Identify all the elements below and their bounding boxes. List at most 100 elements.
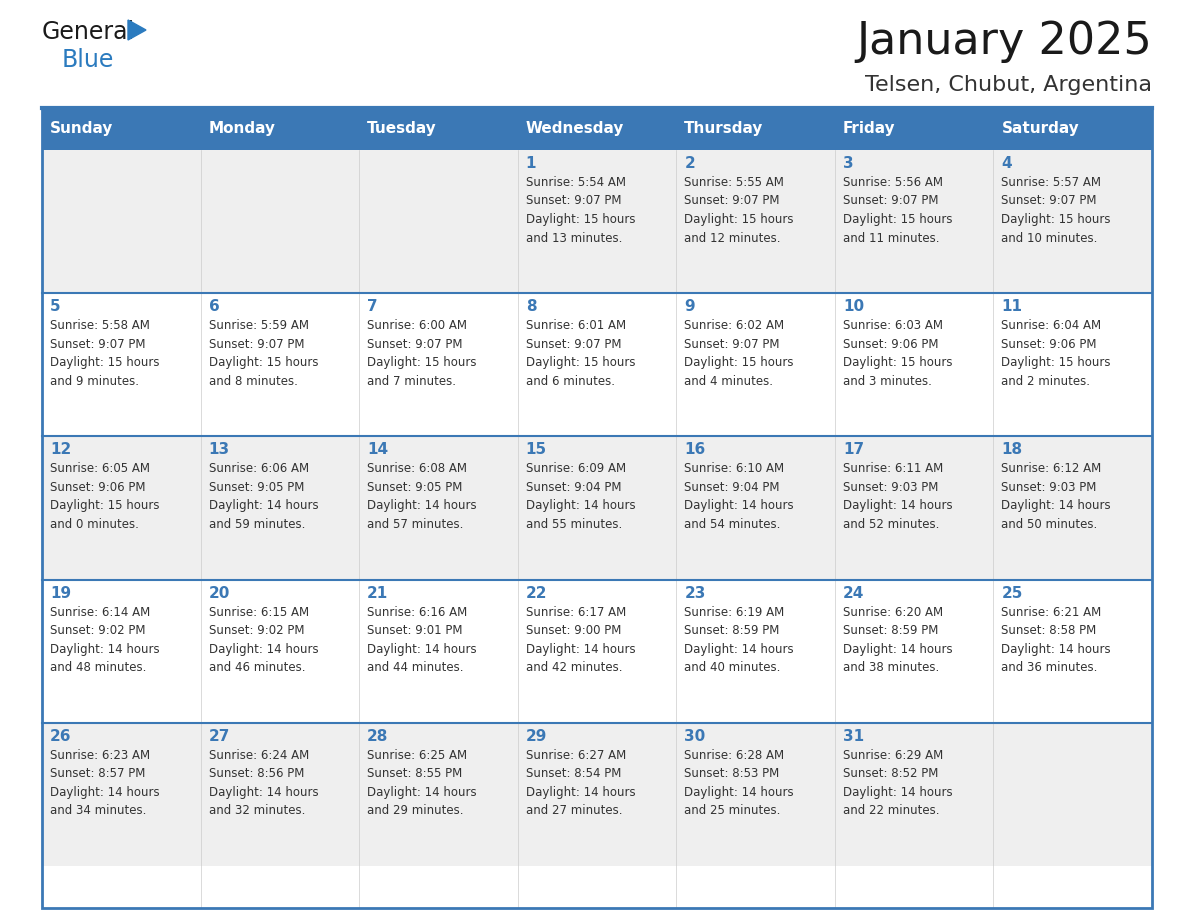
Text: Sunrise: 5:58 AM
Sunset: 9:07 PM
Daylight: 15 hours
and 9 minutes.: Sunrise: 5:58 AM Sunset: 9:07 PM Dayligh… <box>50 319 159 387</box>
Bar <box>835 150 993 293</box>
Text: Telsen, Chubut, Argentina: Telsen, Chubut, Argentina <box>865 75 1152 95</box>
Bar <box>201 150 359 293</box>
Text: 7: 7 <box>367 299 378 314</box>
Text: Sunrise: 6:06 AM
Sunset: 9:05 PM
Daylight: 14 hours
and 59 minutes.: Sunrise: 6:06 AM Sunset: 9:05 PM Dayligh… <box>209 463 318 531</box>
Bar <box>42 722 201 866</box>
Bar <box>359 150 518 293</box>
Bar <box>676 108 835 150</box>
Text: 16: 16 <box>684 442 706 457</box>
Bar <box>676 150 835 293</box>
Bar <box>835 436 993 579</box>
Bar <box>835 722 993 866</box>
Text: 8: 8 <box>526 299 536 314</box>
Text: Sunrise: 6:11 AM
Sunset: 9:03 PM
Daylight: 14 hours
and 52 minutes.: Sunrise: 6:11 AM Sunset: 9:03 PM Dayligh… <box>842 463 953 531</box>
Text: 13: 13 <box>209 442 229 457</box>
Text: 22: 22 <box>526 586 548 600</box>
Text: Sunrise: 6:27 AM
Sunset: 8:54 PM
Daylight: 14 hours
and 27 minutes.: Sunrise: 6:27 AM Sunset: 8:54 PM Dayligh… <box>526 749 636 817</box>
Text: 4: 4 <box>1001 156 1012 171</box>
Text: 10: 10 <box>842 299 864 314</box>
Text: Monday: Monday <box>209 121 276 137</box>
Text: Sunrise: 6:19 AM
Sunset: 8:59 PM
Daylight: 14 hours
and 40 minutes.: Sunrise: 6:19 AM Sunset: 8:59 PM Dayligh… <box>684 606 794 674</box>
Text: Tuesday: Tuesday <box>367 121 437 137</box>
Text: Sunrise: 6:17 AM
Sunset: 9:00 PM
Daylight: 14 hours
and 42 minutes.: Sunrise: 6:17 AM Sunset: 9:00 PM Dayligh… <box>526 606 636 674</box>
Text: Sunrise: 6:01 AM
Sunset: 9:07 PM
Daylight: 15 hours
and 6 minutes.: Sunrise: 6:01 AM Sunset: 9:07 PM Dayligh… <box>526 319 636 387</box>
Text: 14: 14 <box>367 442 388 457</box>
Bar <box>518 293 676 436</box>
Text: Sunrise: 6:14 AM
Sunset: 9:02 PM
Daylight: 14 hours
and 48 minutes.: Sunrise: 6:14 AM Sunset: 9:02 PM Dayligh… <box>50 606 159 674</box>
Text: 24: 24 <box>842 586 864 600</box>
Text: Blue: Blue <box>62 48 114 72</box>
Text: Sunrise: 6:15 AM
Sunset: 9:02 PM
Daylight: 14 hours
and 46 minutes.: Sunrise: 6:15 AM Sunset: 9:02 PM Dayligh… <box>209 606 318 674</box>
Text: 18: 18 <box>1001 442 1023 457</box>
Polygon shape <box>128 20 146 40</box>
Bar <box>518 579 676 722</box>
Bar <box>993 293 1152 436</box>
Text: Sunrise: 6:28 AM
Sunset: 8:53 PM
Daylight: 14 hours
and 25 minutes.: Sunrise: 6:28 AM Sunset: 8:53 PM Dayligh… <box>684 749 794 817</box>
Text: 11: 11 <box>1001 299 1023 314</box>
Text: 31: 31 <box>842 729 864 744</box>
Text: Sunrise: 6:24 AM
Sunset: 8:56 PM
Daylight: 14 hours
and 32 minutes.: Sunrise: 6:24 AM Sunset: 8:56 PM Dayligh… <box>209 749 318 817</box>
Bar <box>42 108 201 150</box>
Bar <box>676 436 835 579</box>
Text: Sunday: Sunday <box>50 121 113 137</box>
Text: 21: 21 <box>367 586 388 600</box>
Text: Sunrise: 6:04 AM
Sunset: 9:06 PM
Daylight: 15 hours
and 2 minutes.: Sunrise: 6:04 AM Sunset: 9:06 PM Dayligh… <box>1001 319 1111 387</box>
Bar <box>359 293 518 436</box>
Text: Sunrise: 6:20 AM
Sunset: 8:59 PM
Daylight: 14 hours
and 38 minutes.: Sunrise: 6:20 AM Sunset: 8:59 PM Dayligh… <box>842 606 953 674</box>
Text: 20: 20 <box>209 586 230 600</box>
Bar <box>201 436 359 579</box>
Bar <box>518 108 676 150</box>
Text: General: General <box>42 20 135 44</box>
Text: Saturday: Saturday <box>1001 121 1079 137</box>
Text: Sunrise: 5:55 AM
Sunset: 9:07 PM
Daylight: 15 hours
and 12 minutes.: Sunrise: 5:55 AM Sunset: 9:07 PM Dayligh… <box>684 176 794 244</box>
Text: Sunrise: 6:03 AM
Sunset: 9:06 PM
Daylight: 15 hours
and 3 minutes.: Sunrise: 6:03 AM Sunset: 9:06 PM Dayligh… <box>842 319 953 387</box>
Text: Sunrise: 6:05 AM
Sunset: 9:06 PM
Daylight: 15 hours
and 0 minutes.: Sunrise: 6:05 AM Sunset: 9:06 PM Dayligh… <box>50 463 159 531</box>
Text: Sunrise: 6:08 AM
Sunset: 9:05 PM
Daylight: 14 hours
and 57 minutes.: Sunrise: 6:08 AM Sunset: 9:05 PM Dayligh… <box>367 463 476 531</box>
Text: Sunrise: 6:25 AM
Sunset: 8:55 PM
Daylight: 14 hours
and 29 minutes.: Sunrise: 6:25 AM Sunset: 8:55 PM Dayligh… <box>367 749 476 817</box>
Bar <box>676 722 835 866</box>
Text: 2: 2 <box>684 156 695 171</box>
Text: Sunrise: 6:16 AM
Sunset: 9:01 PM
Daylight: 14 hours
and 44 minutes.: Sunrise: 6:16 AM Sunset: 9:01 PM Dayligh… <box>367 606 476 674</box>
Bar <box>518 150 676 293</box>
Bar <box>993 579 1152 722</box>
Bar <box>201 293 359 436</box>
Bar <box>42 108 1152 908</box>
Text: Sunrise: 6:12 AM
Sunset: 9:03 PM
Daylight: 14 hours
and 50 minutes.: Sunrise: 6:12 AM Sunset: 9:03 PM Dayligh… <box>1001 463 1111 531</box>
Bar <box>359 436 518 579</box>
Text: Sunrise: 6:21 AM
Sunset: 8:58 PM
Daylight: 14 hours
and 36 minutes.: Sunrise: 6:21 AM Sunset: 8:58 PM Dayligh… <box>1001 606 1111 674</box>
Text: Sunrise: 5:59 AM
Sunset: 9:07 PM
Daylight: 15 hours
and 8 minutes.: Sunrise: 5:59 AM Sunset: 9:07 PM Dayligh… <box>209 319 318 387</box>
Text: 23: 23 <box>684 586 706 600</box>
Text: 29: 29 <box>526 729 548 744</box>
Bar <box>42 293 201 436</box>
Bar <box>676 293 835 436</box>
Bar <box>835 579 993 722</box>
Bar <box>201 108 359 150</box>
Bar <box>993 108 1152 150</box>
Bar <box>835 293 993 436</box>
Text: 28: 28 <box>367 729 388 744</box>
Text: 3: 3 <box>842 156 853 171</box>
Bar <box>42 579 201 722</box>
Bar <box>835 108 993 150</box>
Text: Sunrise: 6:29 AM
Sunset: 8:52 PM
Daylight: 14 hours
and 22 minutes.: Sunrise: 6:29 AM Sunset: 8:52 PM Dayligh… <box>842 749 953 817</box>
Text: 26: 26 <box>50 729 71 744</box>
Text: Wednesday: Wednesday <box>526 121 624 137</box>
Bar <box>359 722 518 866</box>
Text: 27: 27 <box>209 729 230 744</box>
Text: Sunrise: 6:00 AM
Sunset: 9:07 PM
Daylight: 15 hours
and 7 minutes.: Sunrise: 6:00 AM Sunset: 9:07 PM Dayligh… <box>367 319 476 387</box>
Text: 19: 19 <box>50 586 71 600</box>
Bar <box>993 722 1152 866</box>
Bar <box>201 579 359 722</box>
Bar <box>518 722 676 866</box>
Text: Friday: Friday <box>842 121 896 137</box>
Bar <box>676 579 835 722</box>
Text: 25: 25 <box>1001 586 1023 600</box>
Bar <box>359 108 518 150</box>
Text: Sunrise: 5:56 AM
Sunset: 9:07 PM
Daylight: 15 hours
and 11 minutes.: Sunrise: 5:56 AM Sunset: 9:07 PM Dayligh… <box>842 176 953 244</box>
Text: 1: 1 <box>526 156 536 171</box>
Text: 30: 30 <box>684 729 706 744</box>
Text: Sunrise: 6:09 AM
Sunset: 9:04 PM
Daylight: 14 hours
and 55 minutes.: Sunrise: 6:09 AM Sunset: 9:04 PM Dayligh… <box>526 463 636 531</box>
Bar <box>993 150 1152 293</box>
Bar <box>518 436 676 579</box>
Text: Sunrise: 6:23 AM
Sunset: 8:57 PM
Daylight: 14 hours
and 34 minutes.: Sunrise: 6:23 AM Sunset: 8:57 PM Dayligh… <box>50 749 159 817</box>
